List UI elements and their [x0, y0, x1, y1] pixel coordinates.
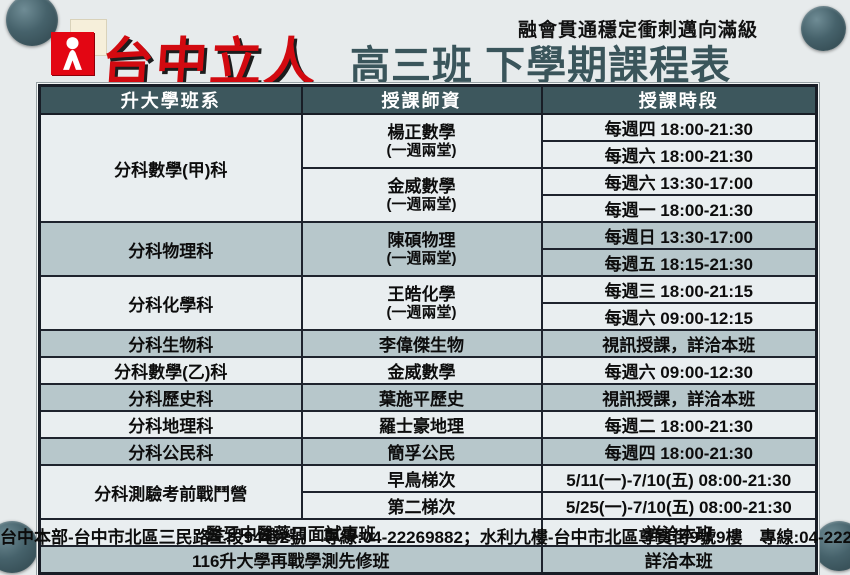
- time-slot: 視訊授課，詳洽本班: [540, 383, 818, 412]
- school-logo: 台中立人: [50, 14, 380, 92]
- teacher-name: 楊正數學: [387, 123, 456, 143]
- course-name: 分科公民科: [38, 437, 303, 466]
- time-slot: 視訊授課，詳洽本班: [540, 329, 818, 358]
- course-name: 分科物理科: [38, 221, 303, 277]
- time-slot: 5/11(一)-7/10(五) 08:00-21:30: [540, 464, 818, 493]
- course-schedule-table: 升大學班系 授課師資 授課時段 分科數學(甲)科 楊正數學 (一週兩堂) 每週四…: [38, 84, 818, 575]
- table-row: 每週六 09:00-12:15: [40, 302, 818, 331]
- course-name: 116升大學再戰學測先修班: [38, 545, 543, 575]
- table-row: 醫牙中醫藥口面試專班 詳洽本班: [38, 518, 818, 547]
- teacher-name: 陳碩物理: [387, 231, 456, 251]
- teacher-cell: 王皓化學 (一週兩堂): [300, 275, 543, 331]
- teacher-name: 簡孚公民: [300, 437, 543, 466]
- teacher-note: (一週兩堂): [386, 249, 457, 267]
- table-row: 分科地理科 羅士豪地理 每週二 18:00-21:30: [38, 410, 818, 439]
- teacher-name: 金威數學: [300, 356, 543, 385]
- teacher-name: 葉施平歷史: [300, 383, 543, 412]
- screw-icon: [6, 0, 58, 46]
- time-slot: 每週六 13:30-17:00: [540, 167, 818, 196]
- liren-person-icon: [51, 32, 94, 75]
- table-row: 分科歷史科 葉施平歷史 視訊授課，詳洽本班: [38, 383, 818, 412]
- teacher-name: 王皓化學: [387, 285, 456, 305]
- slogan-text: 融會貫通穩定衝刺邁向滿級: [518, 20, 759, 41]
- teacher-cell: 陳碩物理 (一週兩堂): [300, 221, 543, 277]
- table-row: 分科化學科 王皓化學 (一週兩堂) 每週三 18:00-21:15: [38, 275, 818, 331]
- teacher-note: (一週兩堂): [386, 195, 457, 213]
- time-slot: 每週六 09:00-12:30: [540, 356, 818, 385]
- table-header-row: 升大學班系 授課師資 授課時段: [38, 84, 818, 115]
- table-row: 116升大學再戰學測先修班 詳洽本班: [38, 545, 818, 575]
- wave-label: 早鳥梯次: [300, 464, 543, 493]
- time-slot: 每週一 18:00-21:30: [540, 194, 818, 223]
- course-name: 醫牙中醫藥口面試專班: [38, 518, 543, 547]
- time-slot: 5/25(一)-7/10(五) 08:00-21:30: [540, 491, 818, 520]
- time-slot: 詳洽本班: [540, 518, 818, 547]
- course-name: 分科化學科: [38, 275, 303, 331]
- course-name: 分科數學(甲)科: [38, 113, 303, 223]
- time-slot: 詳洽本班: [540, 545, 818, 575]
- time-slot: 每週四 18:00-21:30: [540, 437, 818, 466]
- time-slot: 每週六 09:00-12:15: [540, 302, 818, 331]
- table-row: 每週一 18:00-21:30: [40, 194, 818, 223]
- table-row: 分科數學(乙)科 金威數學 每週六 09:00-12:30: [38, 356, 818, 385]
- table-row: 分科生物科 李偉傑生物 視訊授課，詳洽本班: [38, 329, 818, 358]
- teacher-name: 李偉傑生物: [300, 329, 543, 358]
- time-slot: 每週二 18:00-21:30: [540, 410, 818, 439]
- course-name: 分科歷史科: [38, 383, 303, 412]
- teacher-note: (一週兩堂): [386, 141, 457, 159]
- column-header-teacher: 授課師資: [300, 84, 543, 115]
- teacher-name: 羅士豪地理: [300, 410, 543, 439]
- table-row: 每週六 18:00-21:30: [40, 140, 818, 169]
- time-slot: 每週三 18:00-21:15: [540, 275, 818, 304]
- table-row: 每週五 18:15-21:30: [40, 248, 818, 277]
- time-slot: 每週四 18:00-21:30: [540, 113, 818, 142]
- table-row: 分科數學(甲)科 楊正數學 (一週兩堂) 每週四 18:00-21:30: [38, 113, 818, 223]
- teacher-name: 金威數學: [387, 177, 456, 197]
- table-row: 分科測驗考前戰鬥營 早鳥梯次 5/11(一)-7/10(五) 08:00-21:…: [38, 464, 818, 520]
- time-slot: 每週五 18:15-21:30: [540, 248, 818, 277]
- table-row: 第二梯次 5/25(一)-7/10(五) 08:00-21:30: [40, 491, 818, 520]
- table-row: 分科公民科 簡孚公民 每週四 18:00-21:30: [38, 437, 818, 466]
- course-name: 分科生物科: [38, 329, 303, 358]
- column-header-program: 升大學班系: [38, 84, 303, 115]
- time-slot: 每週六 18:00-21:30: [540, 140, 818, 169]
- page-title: 高三班 下學期課程表: [350, 44, 732, 88]
- time-slot: 每週日 13:30-17:00: [540, 221, 818, 250]
- teacher-cell: 金威數學 (一週兩堂): [300, 167, 543, 223]
- wave-label: 第二梯次: [300, 491, 543, 520]
- course-name: 分科地理科: [38, 410, 303, 439]
- contact-footer: 台中本部-台中市北區三民路三段94巷2號 專線:04-22269882；水利九樓…: [0, 528, 850, 547]
- teacher-note: (一週兩堂): [386, 303, 457, 321]
- teacher-cell: 楊正數學 (一週兩堂): [300, 113, 543, 169]
- course-name: 分科測驗考前戰鬥營: [38, 464, 303, 520]
- screw-icon: [801, 6, 846, 51]
- column-header-timeslot: 授課時段: [540, 84, 818, 115]
- table-row: 分科物理科 陳碩物理 (一週兩堂) 每週日 13:30-17:00: [38, 221, 818, 277]
- course-name: 分科數學(乙)科: [38, 356, 303, 385]
- table-row: 金威數學 (一週兩堂) 每週六 13:30-17:00: [40, 167, 818, 223]
